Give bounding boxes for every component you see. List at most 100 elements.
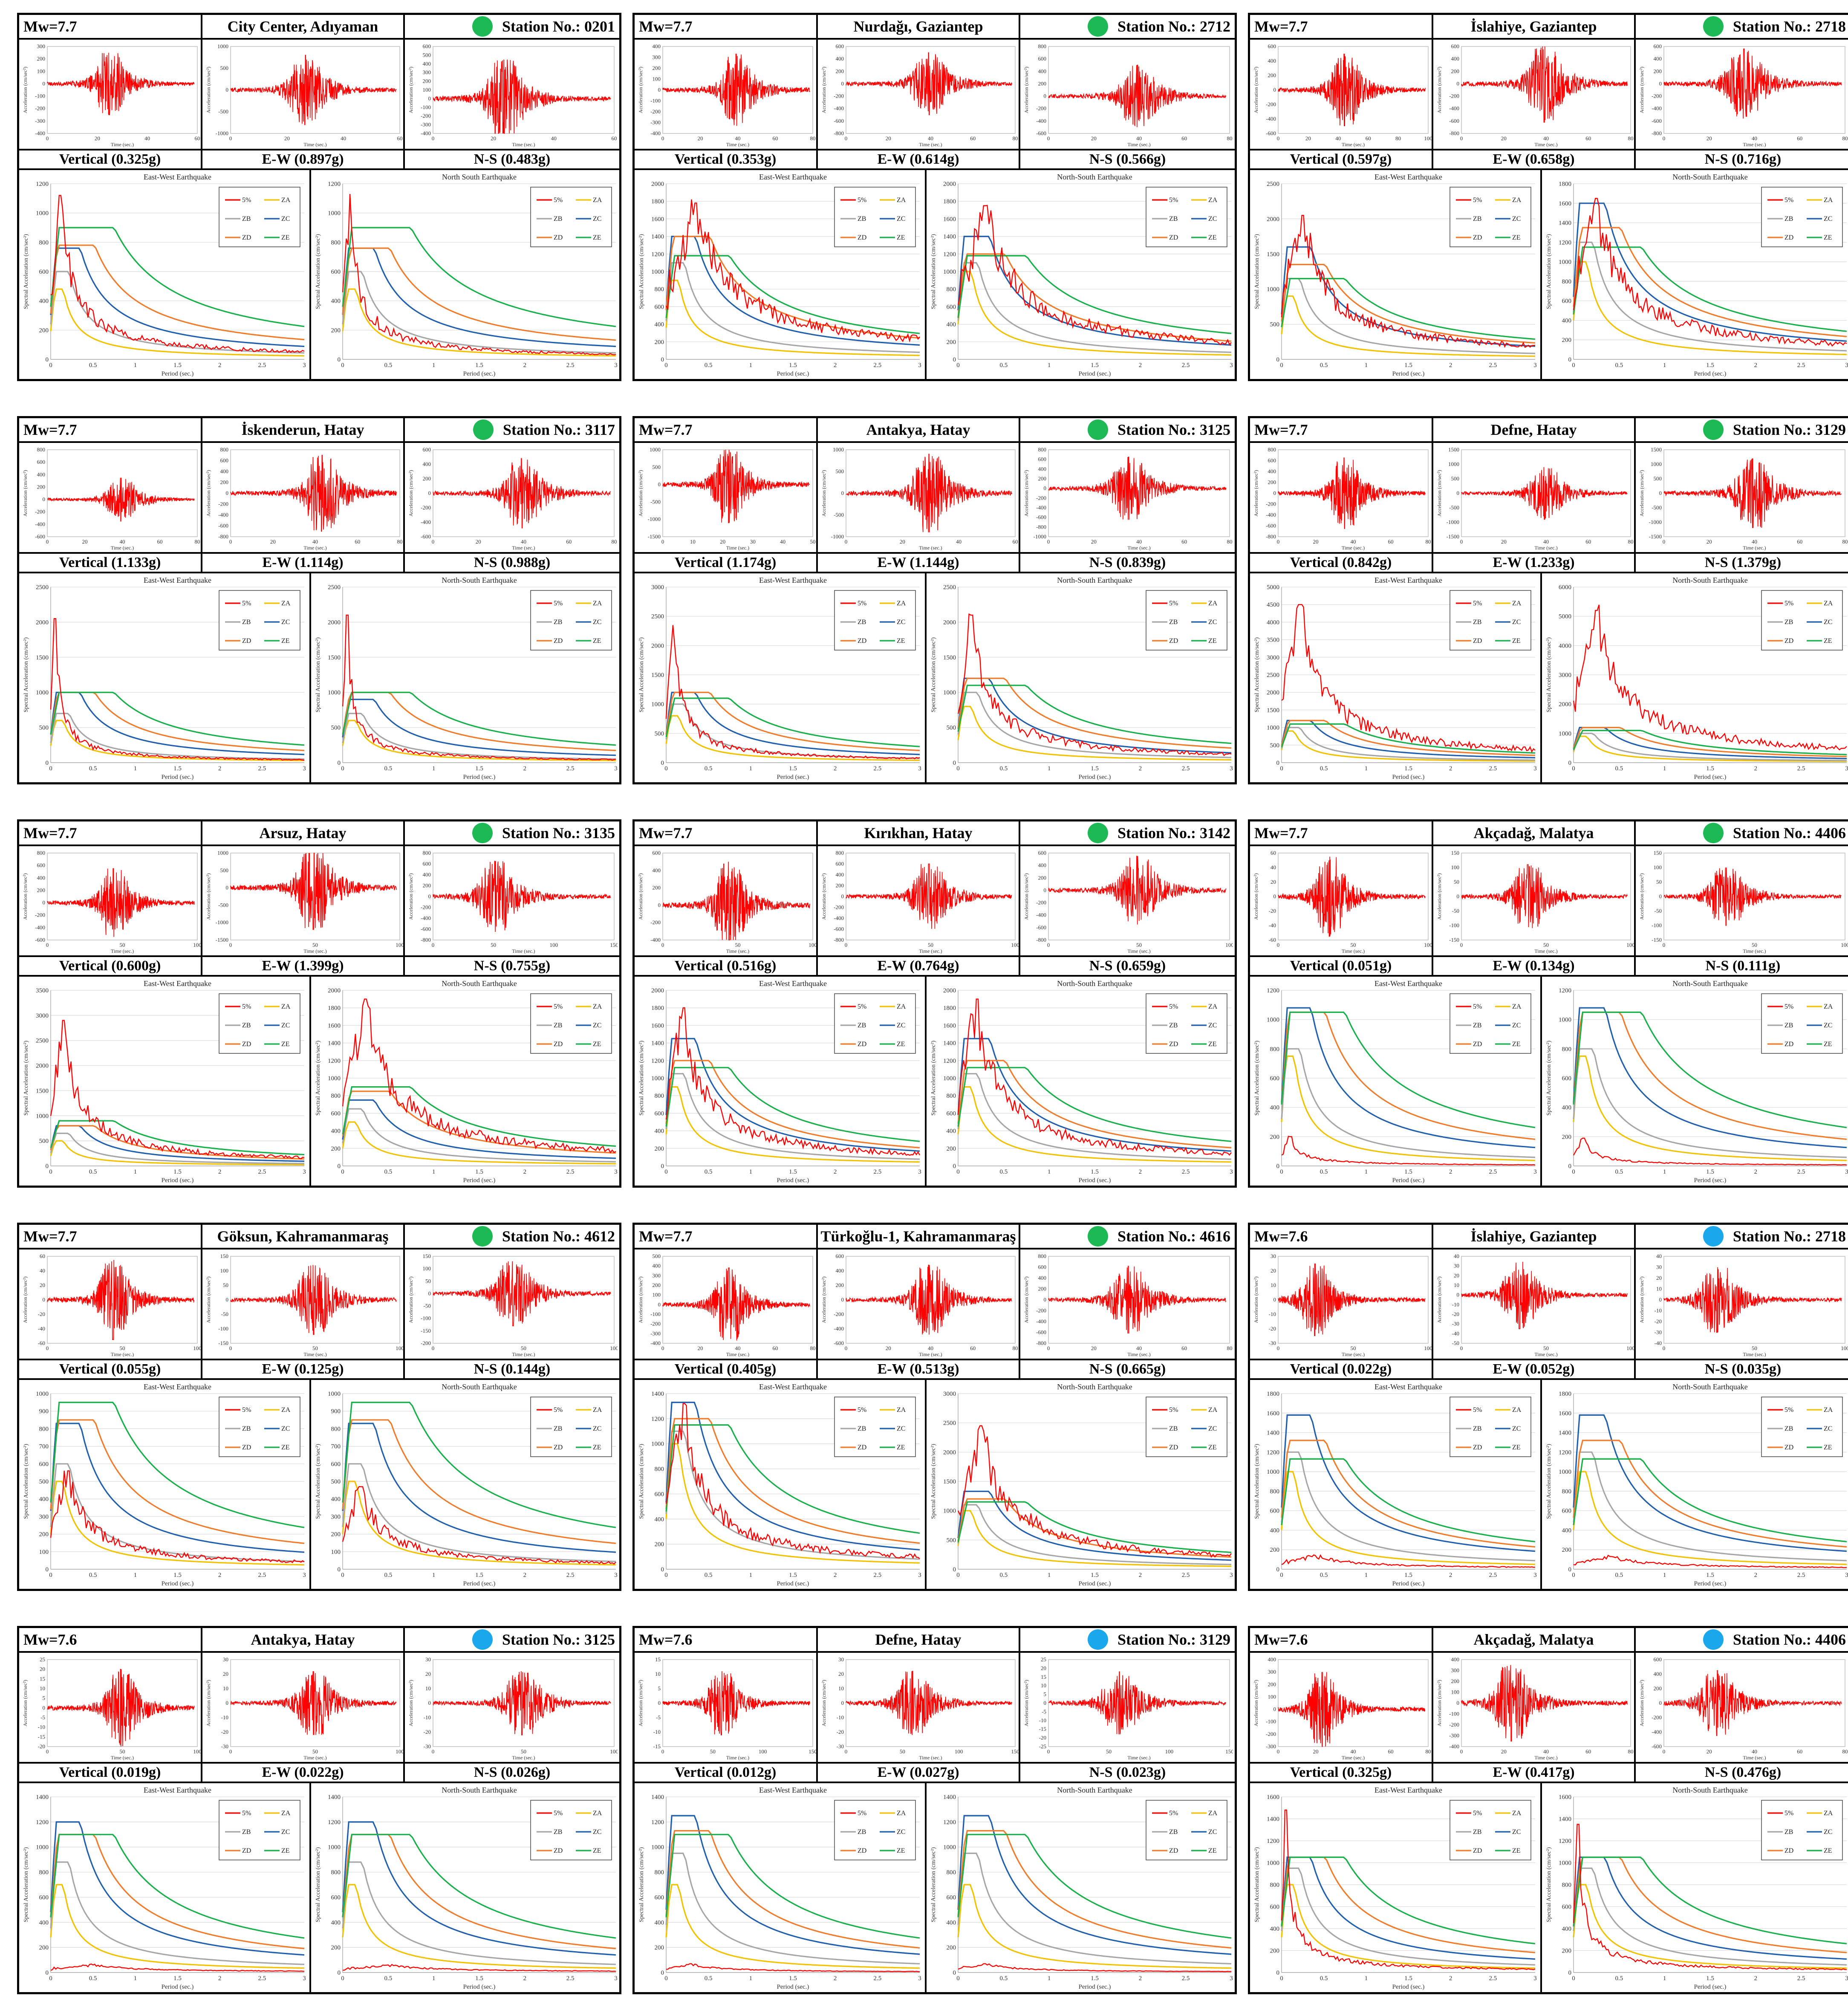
x-tick-label: 0.5 — [705, 1168, 713, 1175]
y-tick-label: -20 — [38, 1743, 45, 1750]
plot-area — [1663, 46, 1845, 134]
y-tick-label: 400 — [1270, 1527, 1280, 1534]
design-spectrum-zb — [50, 1861, 305, 1965]
y-tick-label: 1000 — [651, 701, 664, 708]
station-number: Station No.: 4612 — [502, 1228, 615, 1245]
y-tick-label: 0 — [1273, 490, 1276, 496]
x-axis-label: Time (sec.) — [1743, 1755, 1766, 1761]
legend-label: ZC — [593, 215, 601, 223]
y-tick-label: 500 — [220, 65, 229, 71]
acceleration-series — [1278, 1263, 1426, 1336]
divider — [1019, 40, 1020, 149]
component-pga-caption: N-S (0.035g) — [1636, 1359, 1848, 1380]
x-axis-label: Time (sec.) — [1342, 948, 1365, 954]
response-spectrum-plot: East-West Earthquake01002003004005006007… — [23, 1382, 306, 1587]
y-tick-label: 40 — [1454, 1253, 1459, 1259]
design-spectrum-ze — [665, 1424, 920, 1534]
y-tick-label: -1000 — [216, 919, 228, 926]
y-tick-label: 200 — [39, 1944, 49, 1951]
y-tick-label: 1000 — [1559, 730, 1571, 737]
y-axis-label: Acceleration (cm/sec²) — [821, 470, 827, 516]
response-spectrum-plot: East-West Earthquake02004006008001000120… — [638, 1382, 921, 1587]
y-tick-label: -200 — [650, 108, 661, 115]
legend-label: ZA — [1512, 1810, 1522, 1817]
y-tick-label: 0 — [43, 1296, 46, 1303]
x-tick-label: 0 — [845, 1345, 848, 1351]
response-spectrum-chart: North-South Earthquake050010001500200025… — [930, 576, 1233, 781]
status-dot-icon — [1087, 419, 1108, 440]
divider — [1019, 1249, 1020, 1359]
y-tick-label: -10 — [1039, 1717, 1046, 1724]
design-spectrum-zc — [665, 1815, 920, 1955]
y-tick-label: -100 — [650, 98, 661, 104]
x-tick-label: 80 — [612, 538, 617, 545]
y-tick-label: 600 — [37, 459, 46, 465]
station-number: Station No.: 3129 — [1117, 1631, 1230, 1648]
design-spectrum-zb — [50, 1132, 305, 1164]
plot-area — [1278, 46, 1429, 134]
x-axis-label: Period (sec.) — [463, 1580, 496, 1587]
x-tick-label: 80 — [810, 135, 816, 142]
y-tick-label: 0 — [661, 356, 664, 363]
design-spectrum-zb — [1573, 1867, 1847, 1966]
x-axis-label: Period (sec.) — [1694, 1580, 1727, 1587]
response-spectrum-chart: North-South Earthquake020040060080010001… — [930, 1786, 1233, 1990]
response-spectrum-chart: North South Earthquake020040060080010001… — [315, 173, 618, 377]
x-tick-label: 20 — [1091, 1345, 1097, 1351]
y-tick-label: -800 — [1449, 130, 1459, 136]
y-axis-label: Spectral Acceleration (cm/sec²) — [638, 234, 645, 309]
y-tick-label: 2500 — [36, 584, 49, 591]
station-label: Station No.: 4406 — [1636, 821, 1848, 846]
x-axis-label: Time (sec.) — [919, 545, 942, 551]
x-tick-label: 1 — [1365, 765, 1368, 772]
y-tick-label: -150 — [1652, 937, 1662, 943]
y-tick-label: 1200 — [943, 1819, 956, 1826]
chart-title: East-West Earthquake — [144, 173, 211, 181]
y-tick-label: 1200 — [36, 181, 49, 188]
x-axis-label: Period (sec.) — [1079, 1580, 1111, 1587]
legend-label: ZE — [1512, 1041, 1521, 1048]
chart-title: East-West Earthquake — [1374, 1382, 1442, 1391]
y-tick-label: 3000 — [36, 1012, 49, 1019]
y-axis-label: Spectral Acceleration (cm/sec²) — [1254, 234, 1260, 309]
legend-label: 5% — [554, 1003, 563, 1010]
x-tick-label: 1 — [1048, 1975, 1051, 1982]
x-tick-label: 20 — [1501, 538, 1507, 545]
y-axis-label: Spectral Acceleration (cm/sec²) — [638, 1444, 645, 1519]
acceleration-series — [1278, 856, 1426, 937]
station-number: Station No.: 3125 — [502, 1631, 615, 1648]
x-tick-label: 0 — [46, 942, 49, 948]
x-tick-label: 2 — [1139, 765, 1142, 772]
legend-label: 5% — [242, 197, 251, 204]
x-axis-label: Period (sec.) — [162, 774, 194, 781]
x-tick-label: 0 — [664, 362, 668, 369]
y-tick-label: 200 — [331, 1531, 341, 1538]
damped-spectrum-5pct — [957, 998, 1232, 1156]
x-tick-label: 1.5 — [1404, 1975, 1412, 1982]
x-tick-label: 2 — [218, 765, 221, 772]
y-tick-label: -30 — [424, 1743, 431, 1750]
divider — [816, 1653, 818, 1762]
legend-label: ZB — [242, 215, 251, 223]
y-tick-label: 600 — [836, 861, 844, 867]
y-tick-label: 600 — [1038, 456, 1047, 463]
x-tick-label: 2 — [1449, 1975, 1452, 1982]
x-tick-label: 0.5 — [384, 1975, 392, 1982]
x-tick-label: 40 — [1543, 1748, 1549, 1755]
y-axis-label: Spectral Acceleration (cm/sec²) — [1546, 234, 1552, 309]
design-spectrum-za — [957, 1086, 1232, 1163]
y-tick-label: -100 — [218, 1325, 228, 1332]
y-tick-label: 500 — [653, 464, 661, 470]
x-tick-label: 40 — [1351, 1748, 1356, 1755]
design-spectrum-zd — [50, 1419, 305, 1544]
x-tick-label: 50 — [312, 1345, 318, 1351]
location-label: Defne, Hatay — [1433, 418, 1636, 443]
x-tick-label: 100 — [955, 1748, 963, 1755]
y-tick-label: 0 — [1568, 1970, 1572, 1976]
y-tick-label: 200 — [1451, 68, 1460, 74]
